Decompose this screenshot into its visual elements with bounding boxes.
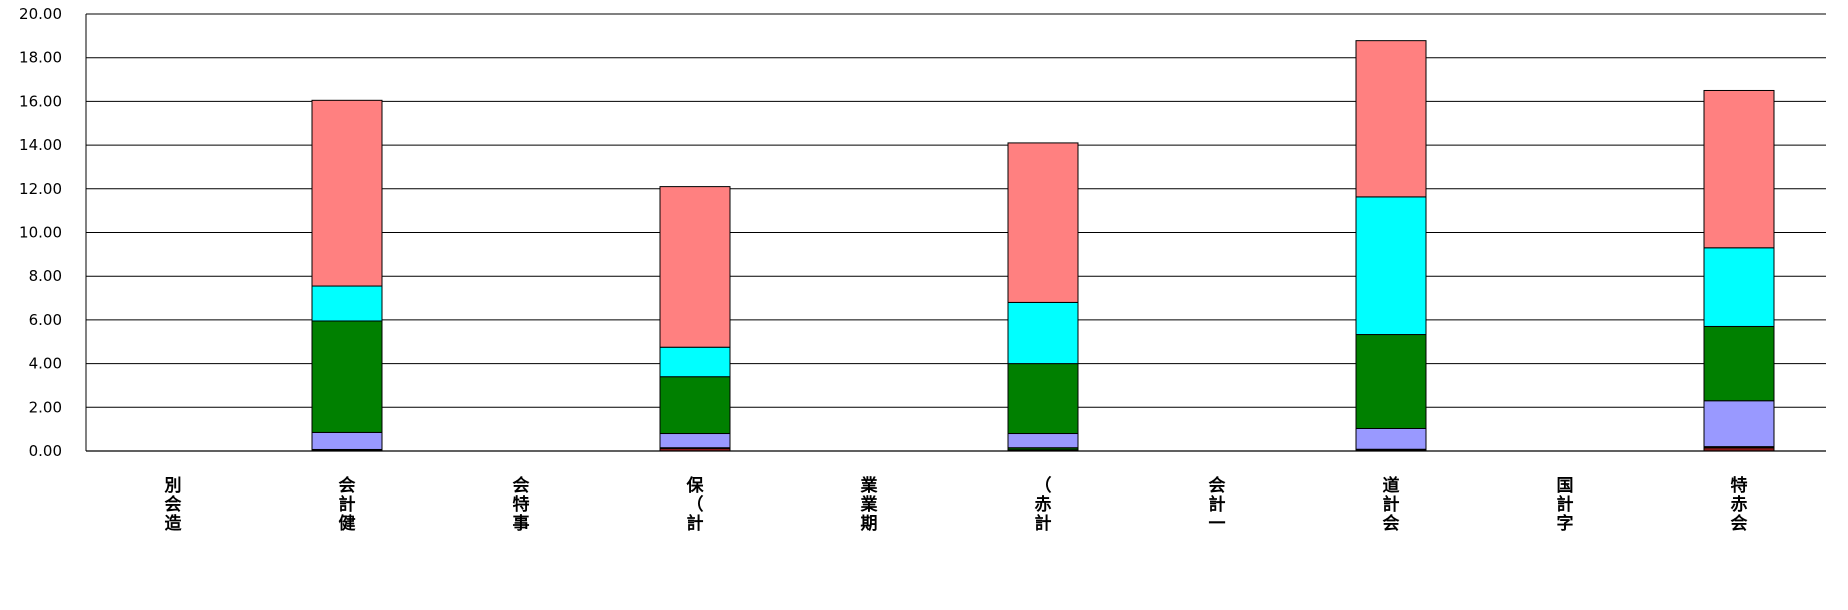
x-tick-label-char: 造: [165, 514, 183, 534]
x-tick-label: 特赤会: [1731, 475, 1748, 534]
x-tick-label-char: 特: [513, 494, 530, 515]
y-tick-label: 16.00: [19, 92, 62, 110]
x-tick-label-char: 会: [165, 494, 182, 515]
y-tick-label: 12.00: [19, 180, 62, 198]
x-tick-label-char: 計: [339, 494, 356, 515]
x-tick-label-char: 期: [861, 514, 878, 534]
x-tick-label: 会特事: [513, 475, 530, 534]
x-tick-label: 道計会: [1383, 475, 1400, 534]
x-tick-label-char: 字: [1557, 513, 1574, 534]
x-tick-label-char: 会: [339, 475, 356, 496]
x-tick-label: 保（計: [686, 475, 705, 534]
x-tick-label-char: 計: [1035, 513, 1052, 534]
x-tick-label-char: 赤: [1731, 494, 1748, 515]
x-tick-label: 業業期: [861, 475, 878, 534]
x-tick-label-char: 別: [164, 476, 182, 496]
x-tick-label-char: 国: [1557, 476, 1574, 496]
x-tick-label-char: 計: [1557, 494, 1574, 515]
bar-segment: [311, 285, 383, 322]
bar-segment: [1703, 400, 1775, 448]
bar-segment: [1007, 363, 1079, 435]
bar-segment: [659, 186, 731, 348]
bar-segment: [659, 433, 731, 449]
y-tick-label: 4.00: [29, 355, 62, 373]
x-tick-label-char: 特: [1731, 475, 1748, 496]
x-tick-label-char: 計: [1383, 494, 1400, 515]
x-tick-label-char: 道: [1383, 475, 1400, 496]
x-tick-label-char: 健: [339, 513, 356, 534]
y-tick-label: 2.00: [29, 398, 62, 416]
axes: [85, 14, 1826, 452]
x-tick-label-char: 保: [686, 475, 705, 496]
x-tick-label-char: 会: [1209, 475, 1226, 496]
x-tick-label-char: （: [687, 494, 704, 515]
bars: [311, 40, 1775, 452]
bar-segment: [311, 99, 383, 287]
x-tick-label: （赤計: [1035, 475, 1052, 534]
x-tick-label-char: 一: [1209, 514, 1226, 534]
bar-segment: [1355, 334, 1427, 429]
x-tick-label-char: （: [1035, 475, 1052, 496]
bar-segment: [1007, 433, 1079, 449]
bar-segment: [1703, 247, 1775, 327]
y-tick-label: 0.00: [29, 442, 62, 460]
y-tick-label: 14.00: [19, 136, 62, 154]
x-tick-label-char: 赤: [1035, 494, 1052, 515]
bar-segment: [659, 376, 731, 435]
y-tick-label: 8.00: [29, 267, 62, 285]
x-tick-label-char: 事: [513, 514, 530, 534]
bar-segment: [1355, 427, 1427, 450]
bar-segment: [1007, 301, 1079, 365]
bar-segment: [1355, 40, 1427, 198]
bar-segment: [311, 431, 383, 450]
y-tick-label: 20.00: [19, 5, 62, 23]
y-tick-label: 10.00: [19, 224, 62, 242]
x-tick-label-char: 計: [1209, 494, 1226, 515]
bar-segment: [659, 346, 731, 378]
x-tick-label-char: 会: [1731, 513, 1748, 534]
x-tick-label-char: 業: [861, 475, 878, 496]
bar-segment: [311, 320, 383, 433]
bar-segment: [1007, 142, 1079, 303]
y-tick-label: 18.00: [19, 49, 62, 67]
x-tick-label: 会計健: [339, 475, 356, 534]
x-tick-label-char: 会: [1383, 513, 1400, 534]
x-tick-label: 別会造: [164, 476, 183, 534]
x-tick-label-char: 会: [513, 475, 530, 496]
bar-segment: [1703, 89, 1775, 249]
bar-segment: [1703, 325, 1775, 402]
x-tick-label: 国計字: [1557, 476, 1574, 534]
x-tick-label-char: 業: [861, 494, 878, 515]
x-tick-label: 会計一: [1209, 475, 1226, 534]
x-tick-label-char: 計: [687, 513, 704, 534]
y-axis-tick-labels: 0.00 2.00 4.00 6.00 8.00 10.00 12.00 14.00 16.00…: [19, 5, 62, 460]
bar-segment: [1355, 196, 1427, 336]
y-tick-label: 6.00: [29, 311, 62, 329]
